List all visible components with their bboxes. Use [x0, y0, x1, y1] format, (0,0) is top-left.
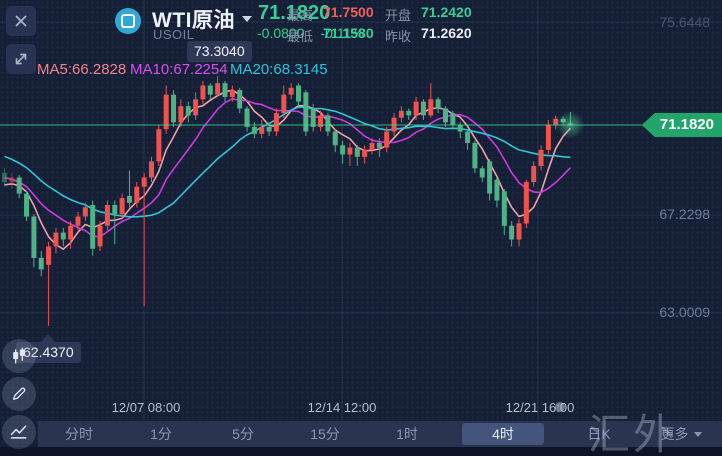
stat-low-label: 最低 [287, 29, 314, 44]
axis-tick-63: 63.0009 [659, 304, 710, 320]
stat-open-label: 开盘 [385, 8, 412, 23]
stat-prevclose-value: 71.2620 [421, 25, 472, 41]
axis-tick-75: 75.6448 [659, 14, 710, 30]
tab-1min[interactable]: 1分 [150, 426, 172, 442]
last-price: 71.1820 [258, 2, 331, 24]
draw-tool-button[interactable] [2, 377, 36, 411]
trend-line-icon [10, 425, 27, 439]
stat-prevclose-label: 昨收 [385, 29, 412, 44]
bottom-strip [0, 447, 722, 456]
stat-high-value: 71.7500 [323, 4, 374, 20]
ma5-label: MA5:66.2828 [37, 61, 127, 78]
candlestick-icon [13, 347, 25, 364]
xaxis-date-2: 12/14 12:00 [307, 400, 377, 415]
price-change-pct: -0.11% [320, 25, 364, 41]
timeframe-toolbar: 分时 1分 5分 15分 1时 4时 日K 更多 [38, 421, 722, 447]
tab-1hour[interactable]: 1时 [396, 426, 418, 442]
chart-max-tooltip: 73.3040 [187, 41, 252, 62]
tab-daily[interactable]: 日K [587, 426, 611, 442]
chevron-down-icon [693, 431, 702, 437]
tab-more-label: 更多 [660, 426, 689, 442]
ma10-label: MA10:67.2254 [130, 61, 228, 78]
fullscreen-button[interactable] [6, 44, 36, 74]
tab-5min[interactable]: 5分 [232, 426, 254, 442]
tab-timeshare[interactable]: 分时 [65, 426, 93, 442]
tab-4hour[interactable]: 4时 [462, 423, 544, 445]
instrument-logo [115, 8, 141, 34]
close-button[interactable] [6, 6, 36, 36]
close-icon [15, 15, 27, 27]
expand-arrows-icon [15, 53, 27, 65]
price-change: -0.0800 [257, 25, 305, 41]
stat-high-label: 最高 [287, 8, 314, 23]
chart-min-tooltip: 62.4370 [16, 342, 81, 363]
instrument-title: WTI原油 [152, 9, 235, 32]
candle-style-button[interactable] [2, 339, 36, 373]
stat-low-value: 71.1580 [323, 25, 374, 41]
tab-15min[interactable]: 15分 [310, 426, 340, 442]
xaxis-date-1: 12/07 08:00 [111, 400, 181, 415]
crosshair-dot [555, 402, 565, 412]
tab-more[interactable]: 更多 [640, 423, 722, 445]
logo-glyph-icon [121, 14, 135, 28]
stat-open-value: 71.2420 [421, 4, 472, 20]
chevron-down-icon[interactable] [241, 16, 252, 22]
pencil-icon [13, 387, 26, 400]
current-price-tag: 71.1820 [641, 113, 722, 137]
axis-tick-67: 67.2298 [659, 206, 710, 222]
instrument-code: USOIL [153, 27, 195, 42]
ma20-label: MA20:68.3145 [230, 61, 328, 78]
chart-min-pointer [41, 334, 55, 342]
line-chart-tool-button[interactable] [2, 415, 36, 449]
